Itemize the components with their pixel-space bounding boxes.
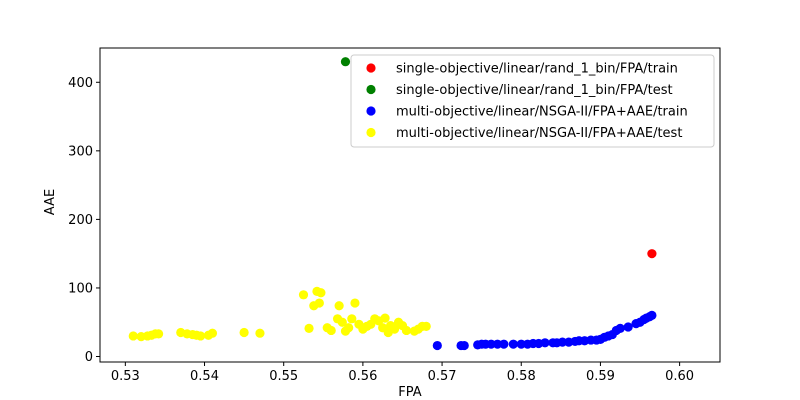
data-point — [615, 323, 625, 334]
legend-label: multi-objective/linear/NSGA-II/FPA+AAE/t… — [396, 105, 688, 120]
data-point — [255, 328, 265, 338]
x-tick-label: 0.57 — [428, 369, 457, 384]
x-tick-label: 0.53 — [111, 369, 140, 384]
data-point — [314, 298, 324, 308]
data-point — [344, 323, 354, 333]
x-tick-label: 0.55 — [269, 369, 298, 384]
data-point — [459, 340, 469, 351]
series-0 — [647, 249, 657, 259]
legend-marker — [366, 127, 376, 138]
y-tick-label: 0 — [85, 350, 93, 365]
data-point — [154, 329, 164, 339]
data-point — [316, 288, 326, 298]
data-point — [239, 327, 249, 338]
series-3 — [128, 286, 431, 342]
data-point — [380, 313, 390, 323]
y-tick-label: 300 — [68, 144, 93, 159]
data-point — [304, 323, 314, 334]
data-point — [557, 337, 568, 347]
legend: single-objective/linear/rand_1_bin/FPA/t… — [350, 54, 715, 148]
x-tick-label: 0.59 — [586, 369, 615, 384]
data-point — [347, 314, 357, 324]
data-point — [508, 339, 518, 349]
y-axis: 0 100 200 300 400 — [68, 76, 100, 365]
legend-item: multi-objective/linear/NSGA-II/FPA+AAE/t… — [366, 105, 688, 120]
x-tick-label: 0.54 — [190, 369, 219, 384]
legend-marker — [366, 63, 376, 73]
data-point — [340, 57, 351, 67]
legend-box — [350, 54, 715, 148]
y-axis-label: AAE — [43, 189, 58, 215]
legend-label: single-objective/linear/rand_1_bin/FPA/t… — [396, 83, 673, 98]
series-1 — [340, 57, 351, 67]
plot-frame — [99, 47, 721, 363]
legend-label: multi-objective/linear/NSGA-II/FPA+AAE/t… — [396, 126, 682, 141]
x-tick-label: 0.56 — [348, 369, 377, 384]
x-tick-label: 0.58 — [507, 369, 536, 384]
series-2 — [432, 310, 657, 351]
legend-item: single-objective/linear/rand_1_bin/FPA/t… — [366, 62, 678, 77]
data-point — [432, 340, 442, 351]
data-point — [326, 325, 336, 336]
legend-marker — [366, 106, 376, 116]
data-point — [623, 322, 633, 332]
data-point — [499, 339, 509, 349]
data-point — [486, 339, 496, 349]
legend-item: single-objective/linear/rand_1_bin/FPA/t… — [366, 83, 673, 98]
legend-label: single-objective/linear/rand_1_bin/FPA/t… — [396, 62, 678, 77]
data-point — [298, 290, 309, 300]
y-tick-label: 200 — [68, 213, 93, 228]
data-point — [350, 298, 360, 308]
x-axis-label: FPA — [398, 385, 421, 400]
data-point — [647, 249, 657, 259]
data-point — [195, 331, 206, 341]
y-tick-label: 100 — [68, 281, 93, 296]
data-point — [337, 317, 347, 327]
data-point — [389, 324, 400, 334]
data-point — [540, 338, 550, 348]
x-axis: 0.53 0.54 0.55 0.56 0.57 0.58 0.59 0.60 — [111, 362, 694, 384]
x-tick-label: 0.60 — [665, 369, 694, 384]
data-point — [647, 310, 657, 320]
data-point — [492, 339, 503, 349]
legend-marker — [366, 84, 376, 95]
legend-item: multi-objective/linear/NSGA-II/FPA+AAE/t… — [366, 126, 682, 141]
data-point — [207, 328, 218, 338]
plot-area — [128, 57, 657, 351]
y-tick-label: 400 — [68, 76, 93, 91]
data-point — [516, 339, 526, 349]
data-point — [401, 325, 412, 336]
data-point — [334, 301, 344, 311]
data-point — [421, 321, 431, 331]
data-point — [128, 331, 138, 341]
